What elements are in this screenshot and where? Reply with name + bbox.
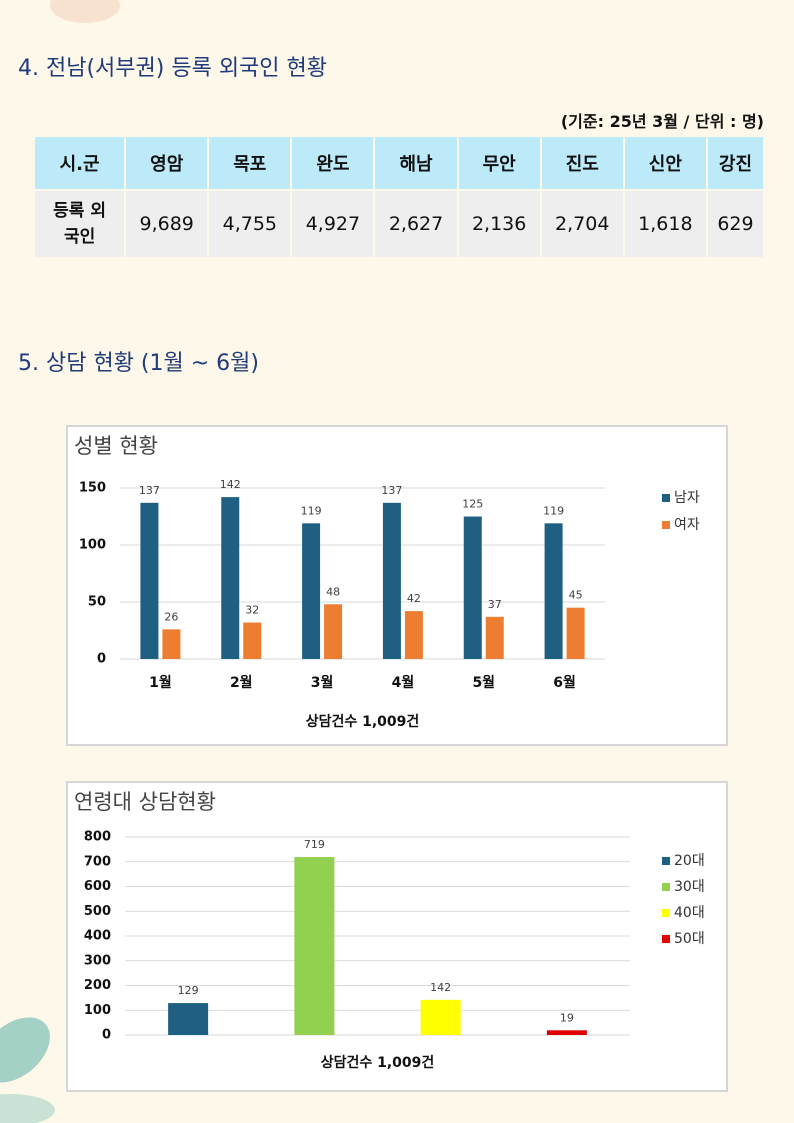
value-label: 119 bbox=[301, 504, 322, 517]
bar bbox=[324, 604, 343, 659]
x-tick-label: 5월 bbox=[472, 674, 495, 691]
bar bbox=[544, 523, 563, 659]
legend-swatch bbox=[662, 883, 670, 891]
legend-label: 남자 bbox=[674, 490, 700, 506]
cell: 9,689 bbox=[126, 191, 208, 257]
value-label: 125 bbox=[462, 498, 483, 511]
header-cell: 완도 bbox=[292, 137, 374, 189]
value-label: 129 bbox=[178, 984, 199, 997]
value-label: 42 bbox=[407, 592, 421, 605]
cell: 4,927 bbox=[292, 191, 374, 257]
y-tick-label: 100 bbox=[79, 538, 106, 553]
legend-swatch bbox=[662, 857, 670, 865]
bar bbox=[302, 523, 321, 659]
legend-swatch bbox=[662, 521, 670, 529]
bar bbox=[140, 502, 159, 659]
y-tick-label: 100 bbox=[84, 1003, 111, 1018]
cell: 2,136 bbox=[458, 191, 540, 257]
decoration bbox=[0, 1017, 55, 1123]
y-tick-label: 150 bbox=[79, 481, 106, 496]
value-label: 142 bbox=[430, 981, 451, 994]
table-header: 시.군 영암 목포 완도 해남 무안 진도 신안 강진 bbox=[35, 137, 763, 189]
value-label: 19 bbox=[560, 1011, 574, 1024]
bar bbox=[566, 607, 585, 659]
y-tick-label: 0 bbox=[97, 652, 106, 667]
header-cell: 신안 bbox=[624, 137, 706, 189]
bar bbox=[243, 622, 262, 659]
value-label: 119 bbox=[543, 504, 564, 517]
bar bbox=[168, 1003, 209, 1035]
y-tick-label: 800 bbox=[84, 830, 111, 845]
legend-label: 20대 bbox=[674, 853, 705, 869]
x-tick-label: 4월 bbox=[392, 674, 415, 691]
value-label: 142 bbox=[220, 478, 241, 491]
x-tick-label: 2월 bbox=[230, 674, 253, 691]
y-tick-label: 400 bbox=[84, 929, 111, 944]
bar bbox=[404, 611, 423, 659]
header-cell: 목포 bbox=[209, 137, 291, 189]
y-tick-label: 700 bbox=[84, 854, 111, 869]
table-row: 등록 외국인 9,689 4,755 4,927 2,627 2,136 2,704 1,61… bbox=[35, 191, 763, 257]
legend-swatch bbox=[662, 909, 670, 917]
x-tick-label: 1월 bbox=[149, 674, 172, 691]
value-label: 32 bbox=[245, 604, 259, 617]
y-tick-label: 600 bbox=[84, 879, 111, 894]
cell: 2,627 bbox=[375, 191, 457, 257]
x-axis-label: 상담건수 1,009건 bbox=[321, 1054, 435, 1071]
table-note: (기준: 25년 3월 / 단위 : 명) bbox=[560, 112, 764, 131]
legend-label: 50대 bbox=[674, 931, 705, 947]
legend-label: 40대 bbox=[674, 905, 705, 921]
table: 시.군 영암 목포 완도 해남 무안 진도 신안 강진 등록 외국인 9,689 4,755 4,92… bbox=[33, 135, 765, 259]
value-label: 26 bbox=[164, 610, 178, 623]
header-cell: 무안 bbox=[458, 137, 540, 189]
bar bbox=[294, 857, 335, 1035]
bar bbox=[221, 497, 240, 659]
value-label: 719 bbox=[304, 838, 325, 851]
row-label: 등록 외국인 bbox=[35, 191, 125, 257]
decoration bbox=[50, 0, 120, 23]
y-tick-label: 300 bbox=[84, 953, 111, 968]
header-cell: 영암 bbox=[126, 137, 208, 189]
legend-label: 30대 bbox=[674, 879, 705, 895]
bar bbox=[382, 502, 401, 659]
bar bbox=[463, 516, 482, 659]
value-label: 137 bbox=[381, 484, 402, 497]
y-tick-label: 500 bbox=[84, 904, 111, 919]
cell: 629 bbox=[707, 191, 763, 257]
chart-box: 연령대 상담현황 0 100 200 300 400 500 600 700 800 상담건수 1,… bbox=[66, 781, 728, 1092]
x-tick-label: 3월 bbox=[311, 674, 334, 691]
y-tick-label: 200 bbox=[84, 978, 111, 993]
header-cell: 진도 bbox=[541, 137, 623, 189]
legend-swatch bbox=[662, 494, 670, 502]
value-label: 37 bbox=[488, 598, 502, 611]
legend-swatch bbox=[662, 935, 670, 943]
x-axis-label: 상담건수 1,009건 bbox=[306, 713, 420, 730]
chart-box: 성별 현황 0 50 100 150 상담건수 1,009건 1월 137 26 2월 142 32 3… bbox=[66, 425, 728, 746]
section-heading: 4. 전남(서부권) 등록 외국인 현황 bbox=[18, 56, 328, 81]
value-label: 137 bbox=[139, 484, 160, 497]
value-label: 48 bbox=[326, 585, 340, 598]
cell: 1,618 bbox=[624, 191, 706, 257]
y-tick-label: 0 bbox=[102, 1028, 111, 1043]
chart-title: 연령대 상담현황 bbox=[74, 790, 216, 814]
y-tick-label: 50 bbox=[88, 595, 106, 610]
value-label: 45 bbox=[569, 589, 583, 602]
bar bbox=[162, 629, 181, 659]
bar bbox=[546, 1030, 587, 1035]
legend-label: 여자 bbox=[674, 517, 700, 533]
bar bbox=[420, 999, 461, 1035]
header-cell: 시.군 bbox=[35, 137, 125, 189]
cell: 4,755 bbox=[209, 191, 291, 257]
bar bbox=[485, 616, 504, 659]
chart: 연령대 상담현황 0 100 200 300 400 500 600 700 800 상담건수 1,… bbox=[74, 790, 705, 1071]
chart-title: 성별 현황 bbox=[74, 434, 158, 458]
section-heading: 5. 상담 현황 (1월 ~ 6월) bbox=[18, 351, 259, 376]
x-tick-label: 6월 bbox=[553, 674, 576, 691]
cell: 2,704 bbox=[541, 191, 623, 257]
chart: 성별 현황 0 50 100 150 상담건수 1,009건 1월 137 26 2월 142 32 3… bbox=[74, 434, 700, 730]
header-cell: 해남 bbox=[375, 137, 457, 189]
header-cell: 강진 bbox=[707, 137, 763, 189]
